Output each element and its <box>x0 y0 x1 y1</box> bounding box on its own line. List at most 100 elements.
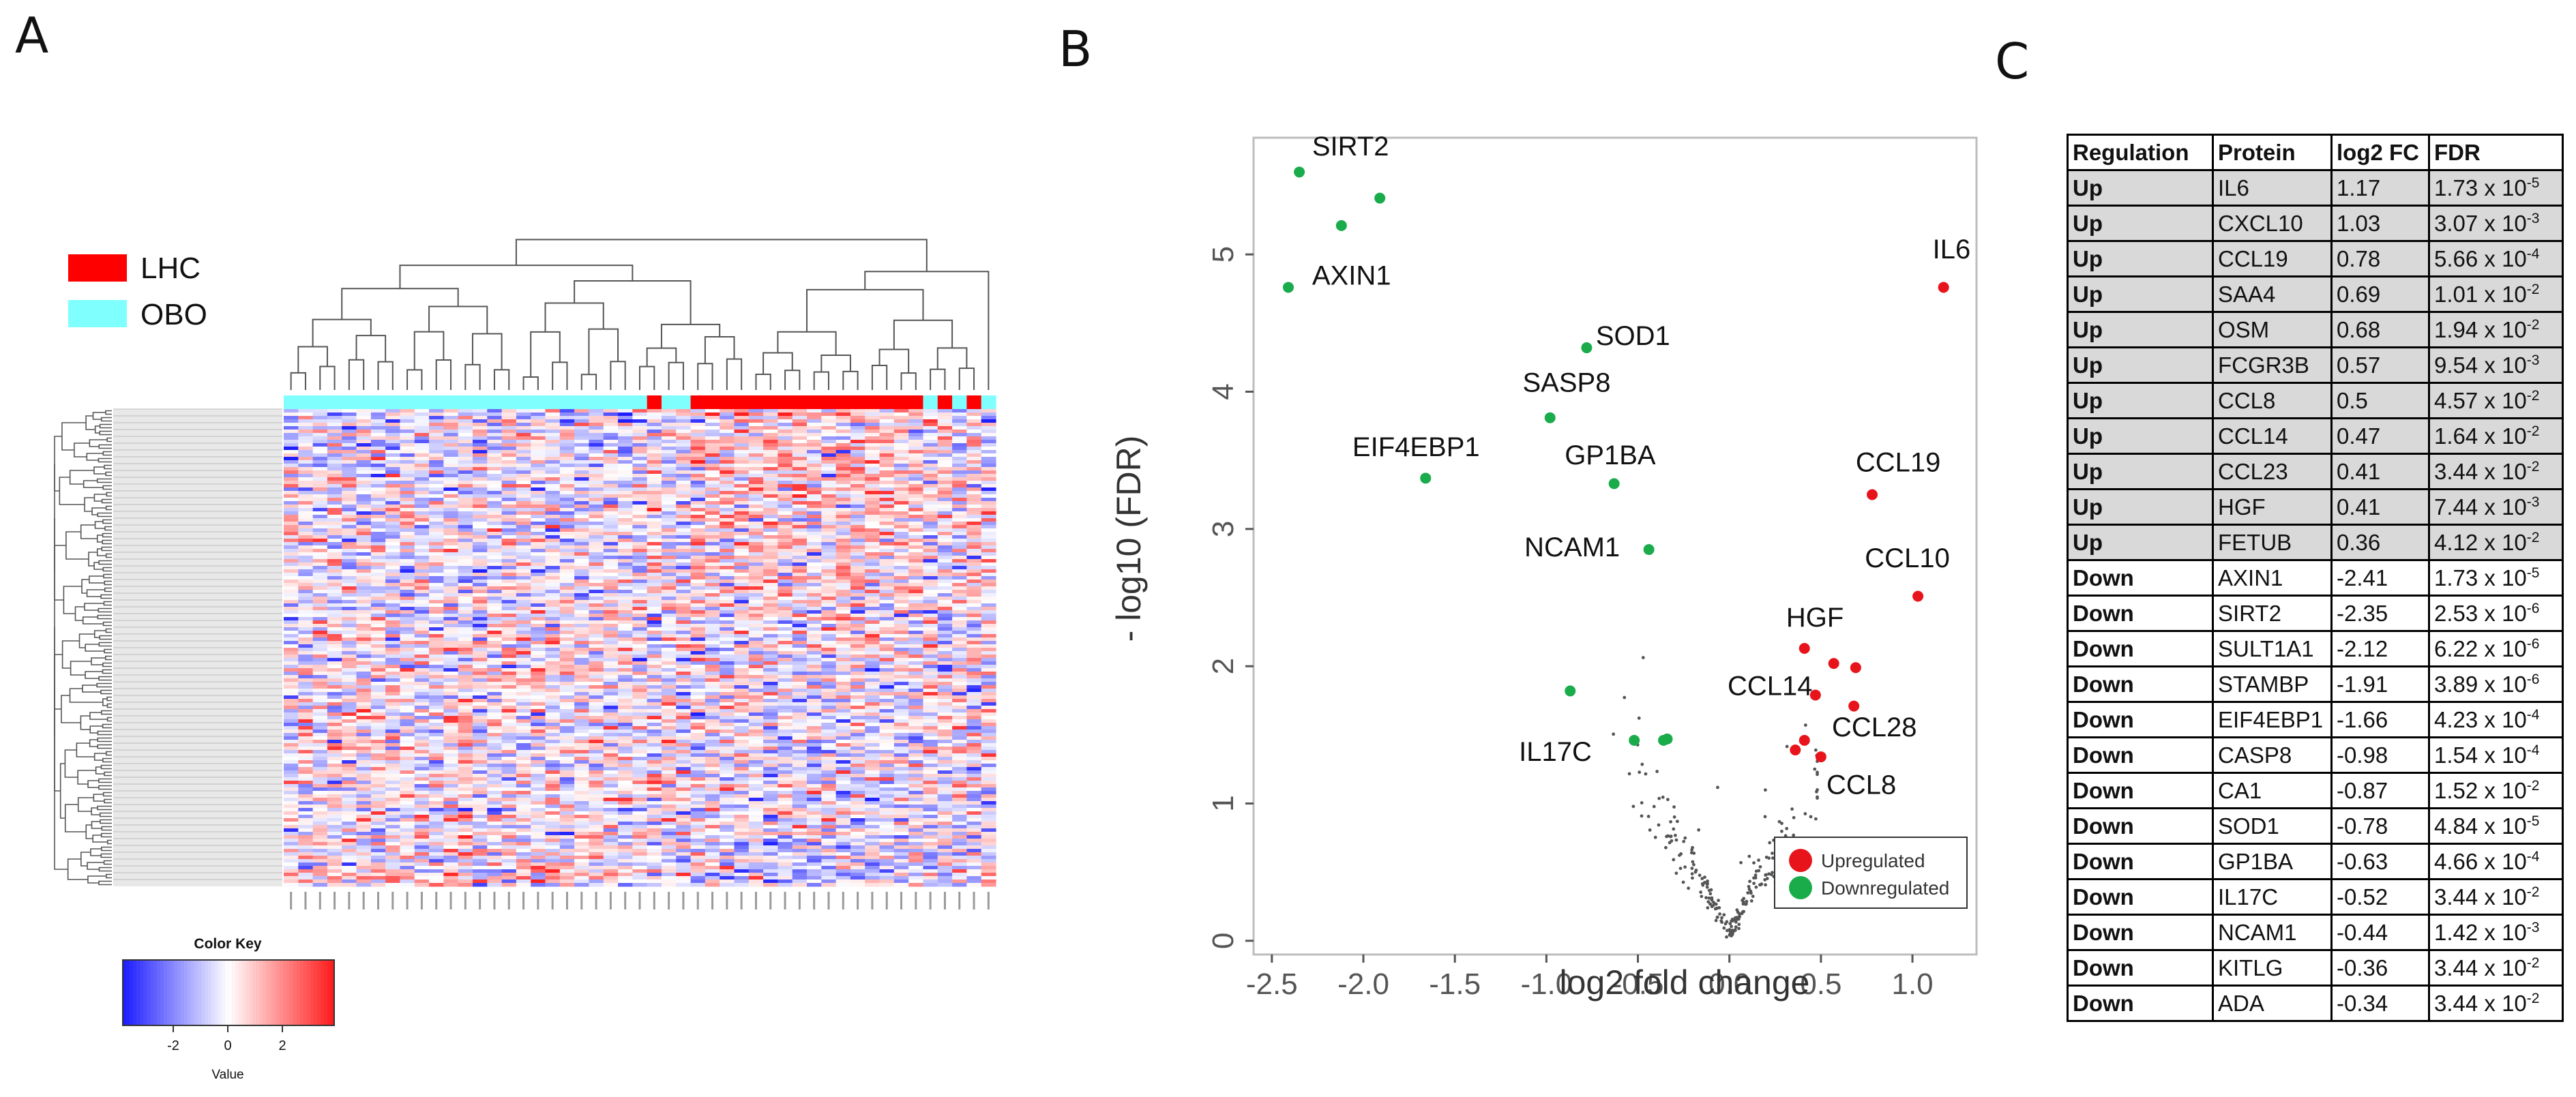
group-bar-cell <box>516 395 531 409</box>
heatmap-cell <box>356 505 372 509</box>
heatmap-cell <box>850 556 865 560</box>
heatmap-cell <box>720 464 735 468</box>
heatmap-cell <box>342 614 357 618</box>
heatmap-cell <box>414 556 430 560</box>
heatmap-cell <box>574 542 590 546</box>
heatmap-cell <box>545 426 561 430</box>
heatmap-cell <box>458 447 473 451</box>
heatmap-cell <box>472 447 488 451</box>
heatmap-cell <box>284 726 299 730</box>
heatmap-cell <box>443 597 459 601</box>
heatmap-cell <box>356 460 372 464</box>
heatmap-cell <box>443 712 459 717</box>
heatmap-cell <box>821 658 837 662</box>
heatmap-cell <box>807 556 822 560</box>
heatmap-cell <box>342 559 357 563</box>
heatmap-cell <box>893 528 909 532</box>
heatmap-cell <box>429 610 444 614</box>
heatmap-cell <box>603 545 619 550</box>
heatmap-cell <box>443 730 459 734</box>
heatmap-cell <box>690 535 706 539</box>
heatmap-cell <box>342 409 357 413</box>
heatmap-cell <box>734 678 750 682</box>
heatmap-cell <box>385 491 401 495</box>
heatmap-cell <box>778 491 793 495</box>
heatmap-cell <box>647 569 662 573</box>
heatmap-cell <box>545 562 561 567</box>
heatmap-cell <box>516 620 531 625</box>
heatmap-cell <box>792 644 808 648</box>
heatmap-cell <box>981 655 996 659</box>
heatmap-cell <box>618 566 633 570</box>
heatmap-cell <box>952 678 967 682</box>
heatmap-cell <box>908 443 924 447</box>
heatmap-cell <box>763 675 779 679</box>
heatmap-cell <box>298 675 314 679</box>
heatmap-cell <box>531 443 546 447</box>
heatmap-cell <box>937 641 953 645</box>
heatmap-cell <box>559 494 575 498</box>
dendrogram-branch <box>102 485 112 490</box>
heatmap-cell <box>400 726 415 730</box>
heatmap-cell <box>443 430 459 434</box>
heatmap-cell <box>734 702 750 706</box>
heatmap-cell <box>545 603 561 607</box>
heatmap-cell <box>952 620 967 625</box>
heatmap-cell <box>981 419 996 423</box>
heatmap-cell <box>952 661 967 665</box>
heatmap-cell <box>472 617 488 621</box>
group-bar-cell <box>400 395 415 409</box>
dendrogram-branch <box>104 587 112 592</box>
heatmap-cell <box>327 562 342 567</box>
heatmap-cell <box>807 610 822 614</box>
heatmap-cell <box>370 580 386 584</box>
heatmap-cell <box>472 648 488 652</box>
heatmap-cell <box>966 423 982 427</box>
heatmap-cell <box>487 631 503 635</box>
heatmap-cell <box>778 573 793 577</box>
heatmap-cell <box>720 443 735 447</box>
heatmap-cell <box>792 552 808 556</box>
heatmap-cell <box>284 699 299 703</box>
dendrogram-branch <box>784 370 801 390</box>
heatmap-cell <box>487 600 503 604</box>
heatmap-cell <box>429 733 444 737</box>
heatmap-cell <box>400 474 415 478</box>
heatmap-cell <box>356 661 372 665</box>
heatmap-cell <box>574 569 590 573</box>
heatmap-cell <box>879 583 895 587</box>
heatmap-cell <box>690 607 706 611</box>
heatmap-cell <box>720 627 735 631</box>
heatmap-cell <box>908 433 924 437</box>
heatmap-cell <box>327 709 342 713</box>
heatmap-cell <box>952 542 967 546</box>
heatmap-cell <box>734 668 750 672</box>
heatmap-cell <box>559 655 575 659</box>
heatmap-cell <box>472 515 488 519</box>
heatmap-cell <box>690 682 706 686</box>
heatmap-cell <box>661 481 677 485</box>
heatmap-cell <box>807 637 822 642</box>
heatmap-cell <box>865 535 880 539</box>
heatmap-cell <box>676 491 692 495</box>
heatmap-cell <box>676 668 692 672</box>
heatmap-cell <box>501 443 517 447</box>
heatmap-cell <box>589 593 604 597</box>
heatmap-cell <box>284 641 299 645</box>
heatmap-cell <box>501 535 517 539</box>
dendrogram-branch <box>70 661 91 676</box>
heatmap-cell <box>923 535 938 539</box>
heatmap-cell <box>705 590 720 594</box>
heatmap-cell <box>284 583 299 587</box>
heatmap-cell <box>850 600 865 604</box>
heatmap-cell <box>342 412 357 417</box>
heatmap-cell <box>705 481 720 485</box>
heatmap-cell <box>734 423 750 427</box>
dendrogram-branch <box>90 848 102 856</box>
heatmap-cell <box>792 597 808 601</box>
heatmap-cell <box>472 556 488 560</box>
heatmap-cell <box>952 641 967 645</box>
heatmap-cell <box>400 668 415 672</box>
heatmap-cell <box>356 511 372 515</box>
heatmap-cell <box>937 614 953 618</box>
